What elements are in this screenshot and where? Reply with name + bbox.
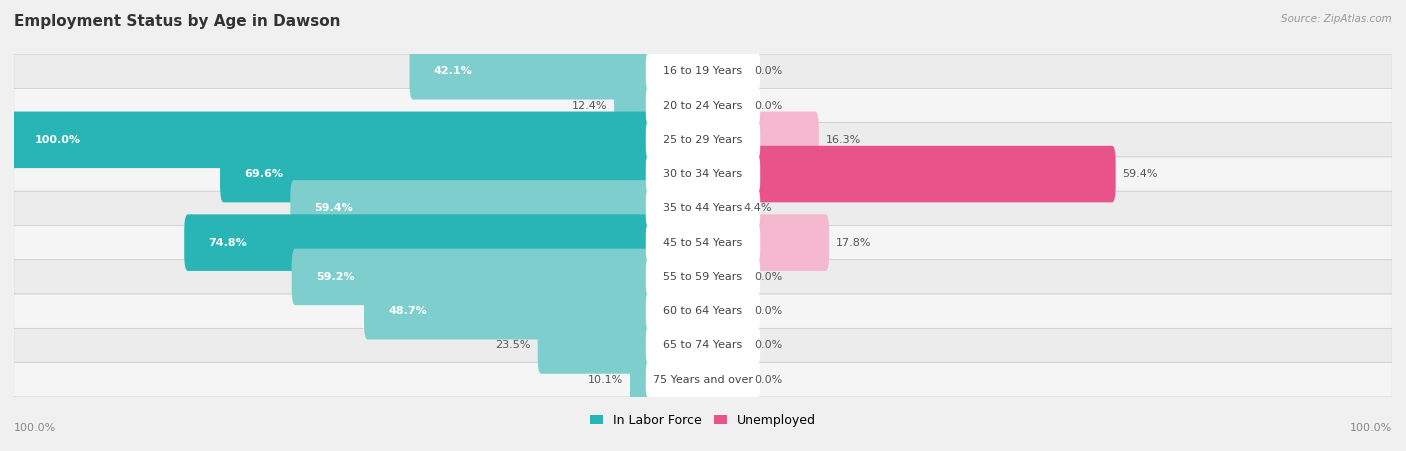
FancyBboxPatch shape xyxy=(409,43,706,100)
Text: 0.0%: 0.0% xyxy=(755,306,783,316)
Text: 0.0%: 0.0% xyxy=(755,101,783,110)
FancyBboxPatch shape xyxy=(184,214,706,271)
FancyBboxPatch shape xyxy=(14,54,1392,88)
Text: Source: ZipAtlas.com: Source: ZipAtlas.com xyxy=(1281,14,1392,23)
FancyBboxPatch shape xyxy=(14,191,1392,226)
FancyBboxPatch shape xyxy=(645,190,761,226)
Text: 4.4%: 4.4% xyxy=(744,203,772,213)
FancyBboxPatch shape xyxy=(700,214,830,271)
Text: 42.1%: 42.1% xyxy=(433,66,472,76)
Text: 100.0%: 100.0% xyxy=(35,135,80,145)
Text: 45 to 54 Years: 45 to 54 Years xyxy=(664,238,742,248)
Text: 100.0%: 100.0% xyxy=(1350,423,1392,433)
Text: 0.0%: 0.0% xyxy=(755,341,783,350)
FancyBboxPatch shape xyxy=(14,363,1392,397)
FancyBboxPatch shape xyxy=(700,43,748,100)
FancyBboxPatch shape xyxy=(537,317,706,374)
FancyBboxPatch shape xyxy=(290,180,706,237)
FancyBboxPatch shape xyxy=(364,283,706,340)
FancyBboxPatch shape xyxy=(14,294,1392,328)
Text: 0.0%: 0.0% xyxy=(755,375,783,385)
FancyBboxPatch shape xyxy=(221,146,706,202)
FancyBboxPatch shape xyxy=(700,180,737,237)
Text: 100.0%: 100.0% xyxy=(14,423,56,433)
Text: 23.5%: 23.5% xyxy=(495,341,531,350)
FancyBboxPatch shape xyxy=(700,249,748,305)
Text: 17.8%: 17.8% xyxy=(837,238,872,248)
FancyBboxPatch shape xyxy=(14,226,1392,260)
FancyBboxPatch shape xyxy=(645,225,761,261)
Text: 55 to 59 Years: 55 to 59 Years xyxy=(664,272,742,282)
FancyBboxPatch shape xyxy=(630,351,706,408)
Text: 16.3%: 16.3% xyxy=(825,135,860,145)
FancyBboxPatch shape xyxy=(645,87,761,124)
FancyBboxPatch shape xyxy=(645,259,761,295)
FancyBboxPatch shape xyxy=(700,146,1116,202)
Text: 59.2%: 59.2% xyxy=(316,272,354,282)
FancyBboxPatch shape xyxy=(645,293,761,329)
Text: Employment Status by Age in Dawson: Employment Status by Age in Dawson xyxy=(14,14,340,28)
Text: 59.4%: 59.4% xyxy=(315,203,353,213)
Text: 10.1%: 10.1% xyxy=(588,375,623,385)
FancyBboxPatch shape xyxy=(700,351,748,408)
FancyBboxPatch shape xyxy=(14,157,1392,191)
FancyBboxPatch shape xyxy=(700,77,748,134)
FancyBboxPatch shape xyxy=(14,328,1392,363)
Text: 75 Years and over: 75 Years and over xyxy=(652,375,754,385)
Text: 74.8%: 74.8% xyxy=(208,238,247,248)
FancyBboxPatch shape xyxy=(14,88,1392,123)
FancyBboxPatch shape xyxy=(614,77,706,134)
Legend: In Labor Force, Unemployed: In Labor Force, Unemployed xyxy=(585,409,821,432)
FancyBboxPatch shape xyxy=(700,111,818,168)
FancyBboxPatch shape xyxy=(291,249,706,305)
Text: 30 to 34 Years: 30 to 34 Years xyxy=(664,169,742,179)
Text: 65 to 74 Years: 65 to 74 Years xyxy=(664,341,742,350)
FancyBboxPatch shape xyxy=(700,283,748,340)
Text: 35 to 44 Years: 35 to 44 Years xyxy=(664,203,742,213)
Text: 0.0%: 0.0% xyxy=(755,66,783,76)
FancyBboxPatch shape xyxy=(645,362,761,398)
FancyBboxPatch shape xyxy=(645,156,761,192)
FancyBboxPatch shape xyxy=(645,122,761,158)
FancyBboxPatch shape xyxy=(700,317,748,374)
Text: 25 to 29 Years: 25 to 29 Years xyxy=(664,135,742,145)
FancyBboxPatch shape xyxy=(14,123,1392,157)
Text: 12.4%: 12.4% xyxy=(572,101,607,110)
Text: 16 to 19 Years: 16 to 19 Years xyxy=(664,66,742,76)
FancyBboxPatch shape xyxy=(645,327,761,364)
Text: 0.0%: 0.0% xyxy=(755,272,783,282)
FancyBboxPatch shape xyxy=(645,53,761,89)
Text: 69.6%: 69.6% xyxy=(245,169,283,179)
Text: 60 to 64 Years: 60 to 64 Years xyxy=(664,306,742,316)
FancyBboxPatch shape xyxy=(14,260,1392,294)
FancyBboxPatch shape xyxy=(11,111,706,168)
Text: 20 to 24 Years: 20 to 24 Years xyxy=(664,101,742,110)
Text: 59.4%: 59.4% xyxy=(1122,169,1159,179)
Text: 48.7%: 48.7% xyxy=(388,306,427,316)
